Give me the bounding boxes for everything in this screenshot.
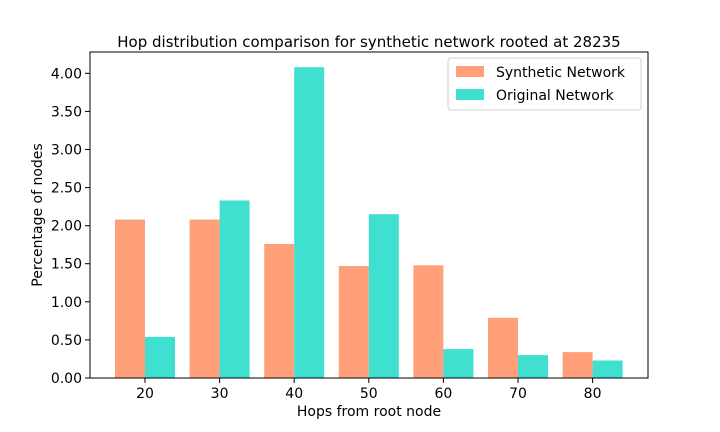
x-tick-label: 60 [434,386,452,402]
legend-label-synthetic-network: Synthetic Network [496,65,626,81]
x-tick-label: 80 [584,386,602,402]
y-tick-label: 3.00 [51,143,82,159]
chart-title: Hop distribution comparison for syntheti… [117,33,620,51]
y-axis-label: Percentage of nodes [30,143,46,286]
bar-original-20 [145,336,175,378]
legend-swatch-original-network [456,89,484,100]
x-tick-label: 40 [285,386,303,402]
bar-original-80 [592,360,623,378]
y-tick-label: 0.00 [51,371,82,387]
y-tick-label: 4.00 [51,66,82,82]
bars-group [115,67,623,378]
y-tick-label: 2.00 [51,219,82,235]
legend-frame [447,57,642,111]
bar-original-30 [219,200,250,378]
legend-swatch-synthetic-network [456,66,484,77]
bar-synthetic-60 [413,265,444,378]
bar-synthetic-50 [338,266,369,378]
bar-synthetic-80 [562,352,593,378]
y-tick-label: 0.50 [51,333,82,349]
bar-synthetic-30 [189,219,220,378]
y-axis: 0.00 0.50 1.00 1.50 2.00 2.50 3.00 3.50 4.00 [51,66,90,387]
x-tick-label: 20 [136,386,154,402]
x-tick-label: 50 [360,386,378,402]
x-axis-label: Hops from root node [297,404,441,420]
y-tick-label: 1.00 [51,295,82,311]
bar-original-60 [443,349,474,378]
y-tick-label: 2.50 [51,181,82,197]
legend-label-original-network: Original Network [496,88,615,104]
x-tick-label: 70 [509,386,527,402]
bar-original-70 [518,355,548,378]
bar-original-40 [294,67,325,378]
y-tick-label: 1.50 [51,257,82,273]
bar-original-50 [368,214,399,378]
x-axis: 20 30 40 50 60 70 80 [136,378,602,402]
bar-synthetic-70 [488,317,518,378]
bar-synthetic-20 [115,219,145,378]
x-tick-label: 30 [211,386,229,402]
bar-synthetic-40 [264,243,295,378]
legend: Synthetic Network Original Network [447,57,642,111]
y-tick-label: 3.50 [51,104,82,120]
